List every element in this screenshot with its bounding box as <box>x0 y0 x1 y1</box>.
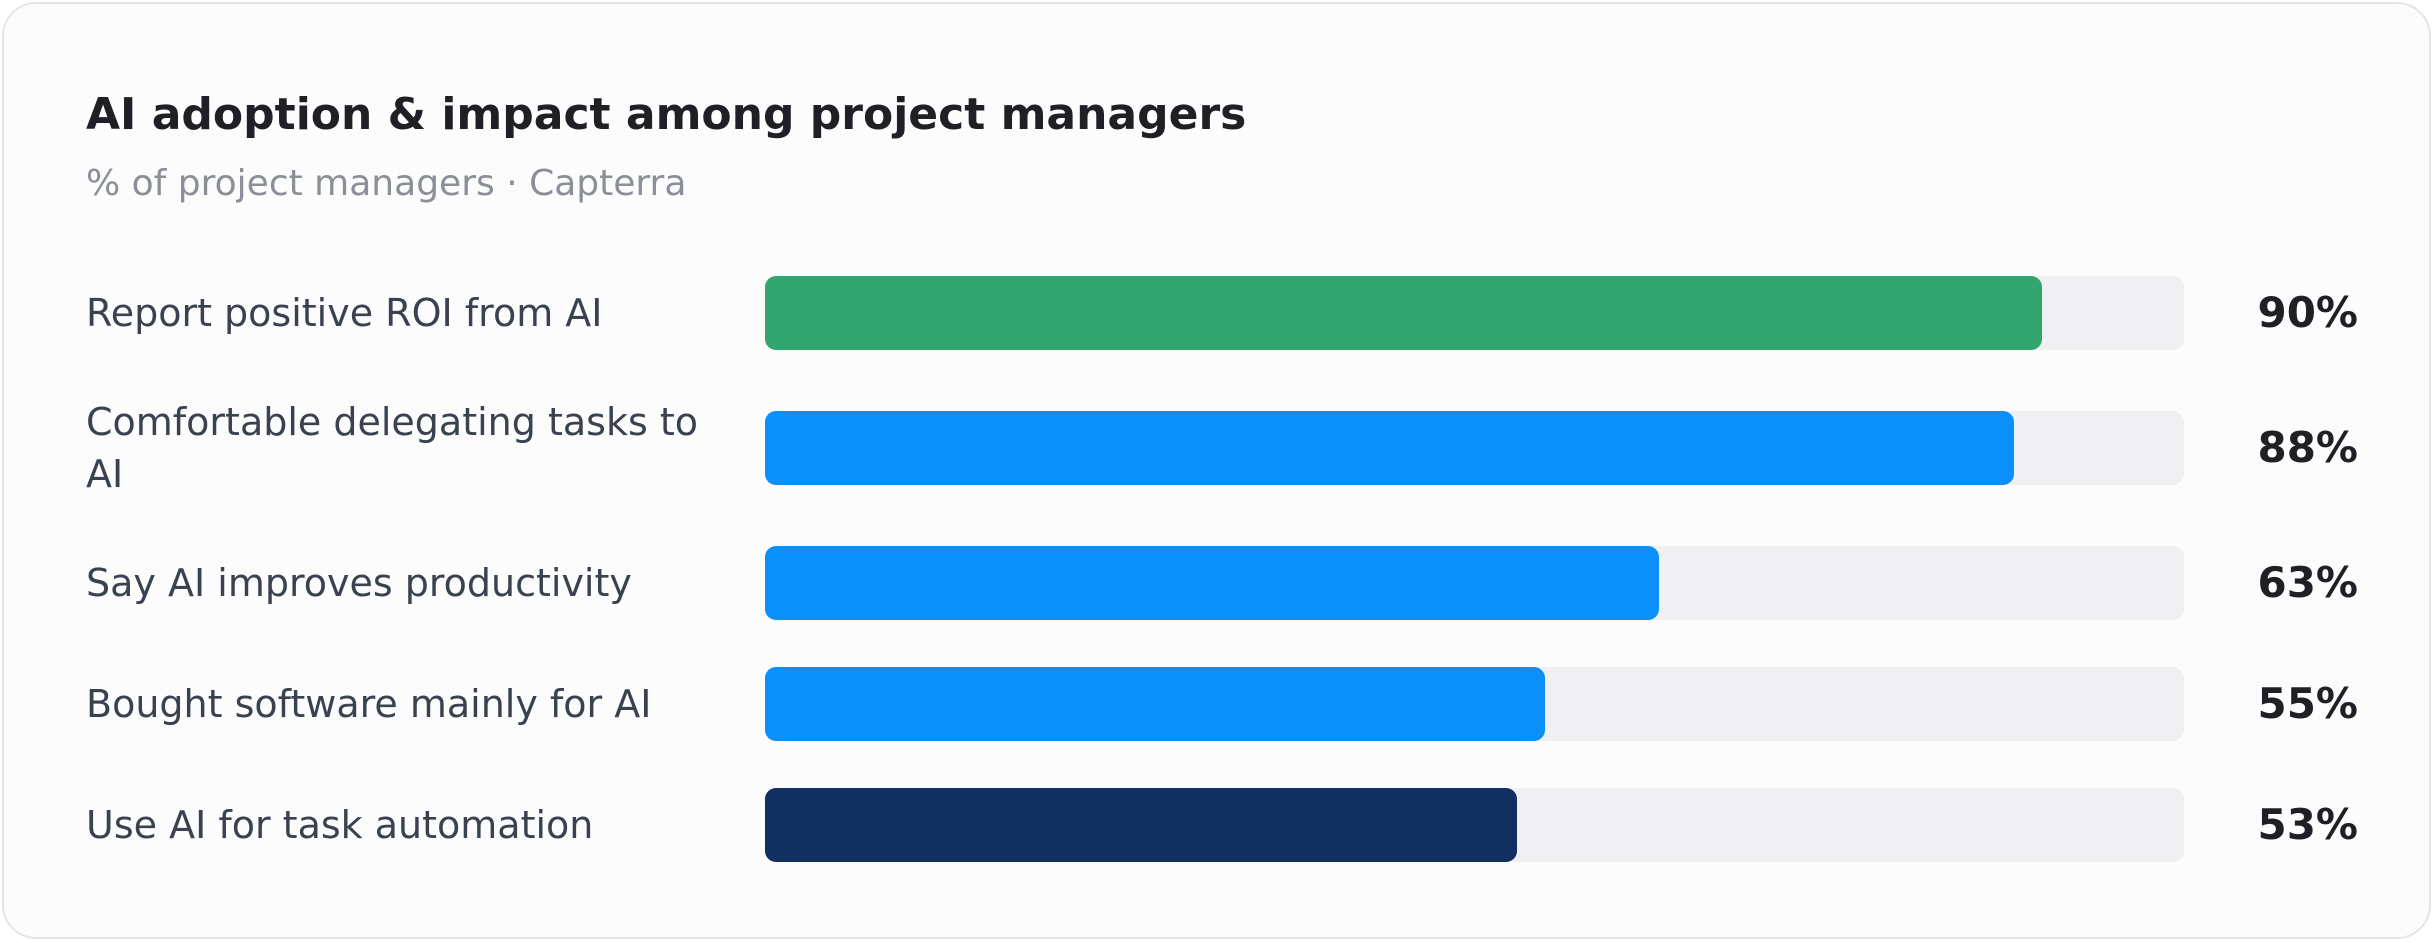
category-label: Report positive ROI from AI <box>86 291 603 335</box>
value-label: 90% <box>2257 288 2358 337</box>
bar <box>765 546 1659 620</box>
chart-title: AI adoption & impact among project manag… <box>86 89 1247 140</box>
value-label: 53% <box>2257 800 2358 849</box>
category-label: Comfortable delegating tasks to AI <box>86 400 698 496</box>
bar-row: Comfortable delegating tasks to AI 88% <box>4 400 2429 496</box>
bar-row: Use AI for task automation 53% <box>4 788 2429 862</box>
bar <box>765 411 2014 485</box>
category-label: Use AI for task automation <box>86 803 594 847</box>
chart-subtitle: % of project managers · Capterra <box>86 163 687 204</box>
value-label: 63% <box>2257 558 2358 607</box>
bar-row: Say AI improves productivity 63% <box>4 546 2429 620</box>
bar <box>765 788 1518 862</box>
bar-track <box>765 276 2184 350</box>
bar-track <box>765 546 2184 620</box>
bar <box>765 276 2043 350</box>
bar-track <box>765 667 2184 741</box>
bar-track <box>765 411 2184 485</box>
category-label: Bought software mainly for AI <box>86 682 652 726</box>
value-label: 55% <box>2257 679 2358 728</box>
bar-track <box>765 788 2184 862</box>
category-label: Say AI improves productivity <box>86 561 632 605</box>
value-label: 88% <box>2257 423 2358 472</box>
bar <box>765 667 1546 741</box>
bar-row: Bought software mainly for AI 55% <box>4 667 2429 741</box>
bar-row: Report positive ROI from AI 90% <box>4 276 2429 350</box>
